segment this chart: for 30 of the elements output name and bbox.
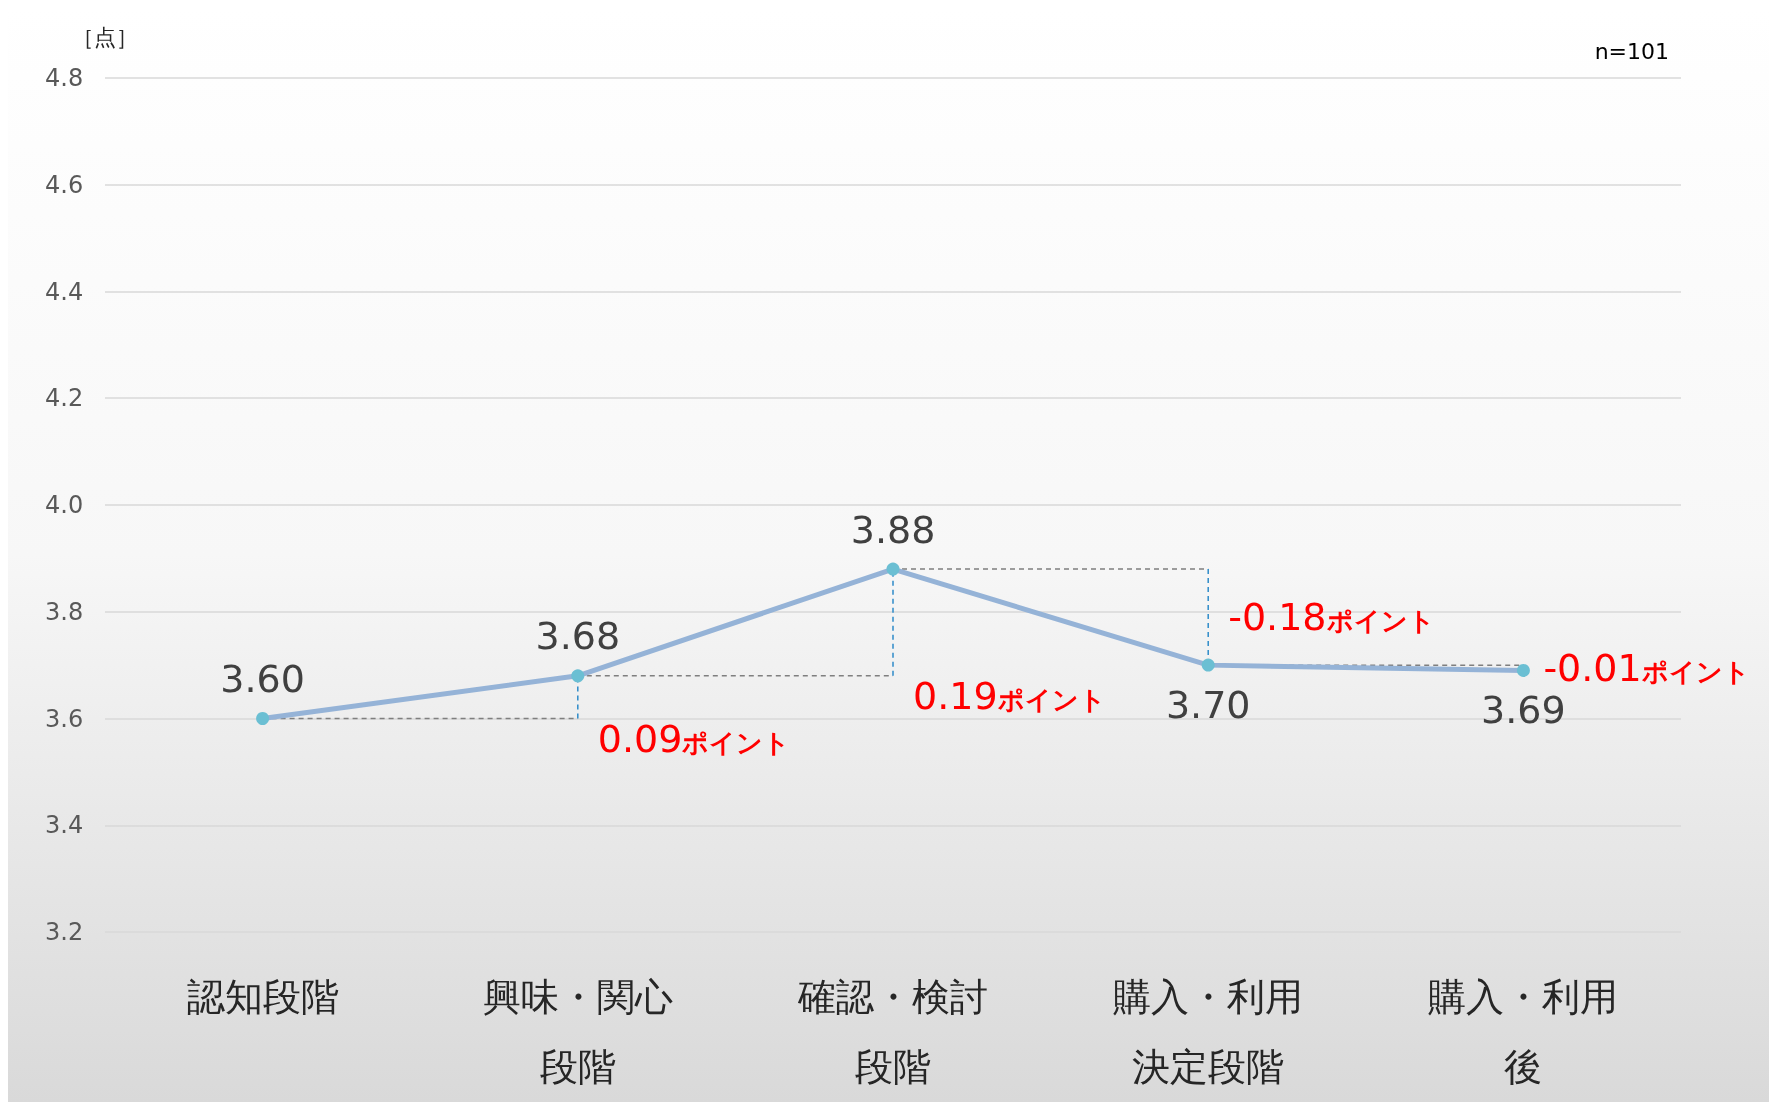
data-label: 3.60 [220,657,305,701]
y-tick-label: 3.6 [45,704,84,733]
x-tick-label: 購入・利用決定段階 [1113,975,1304,1089]
data-label: 3.68 [535,614,621,659]
y-tick-label: 4.2 [45,384,84,413]
text: n=101 [1594,38,1670,64]
point [1201,658,1215,672]
data-label: 3.88 [850,507,936,552]
point [886,562,900,576]
x-tick-label: 購入・利用後 [1428,975,1619,1089]
y-tick-label: 3.2 [45,918,84,946]
y-axis-title: ［点］ [72,24,138,50]
annotation: -0.18ポイント [1228,595,1435,640]
annotation: -0.01ポイント [1543,645,1750,690]
y-tick-label: 4.4 [45,277,84,306]
y-tick-label: 4.6 [45,170,84,199]
data-label: 3.70 [1165,682,1251,727]
data-label: 3.69 [1481,687,1566,732]
y-tick-label: 3.4 [45,811,84,840]
x-tick-label: 確認・検討段階 [797,975,988,1089]
y-tick-label: 4.0 [45,491,84,519]
x-tick-label: 認知段階 [186,975,339,1019]
annotation: 0.09ポイント [597,716,791,761]
y-tick-label: 4.8 [45,64,84,92]
point [1516,663,1530,677]
point [256,712,270,725]
point [571,669,585,683]
y-tick-label: 3.8 [45,597,84,626]
annotation: 0.19ポイント [913,673,1106,718]
x-tick-label: 興味・関心段階 [482,975,673,1089]
